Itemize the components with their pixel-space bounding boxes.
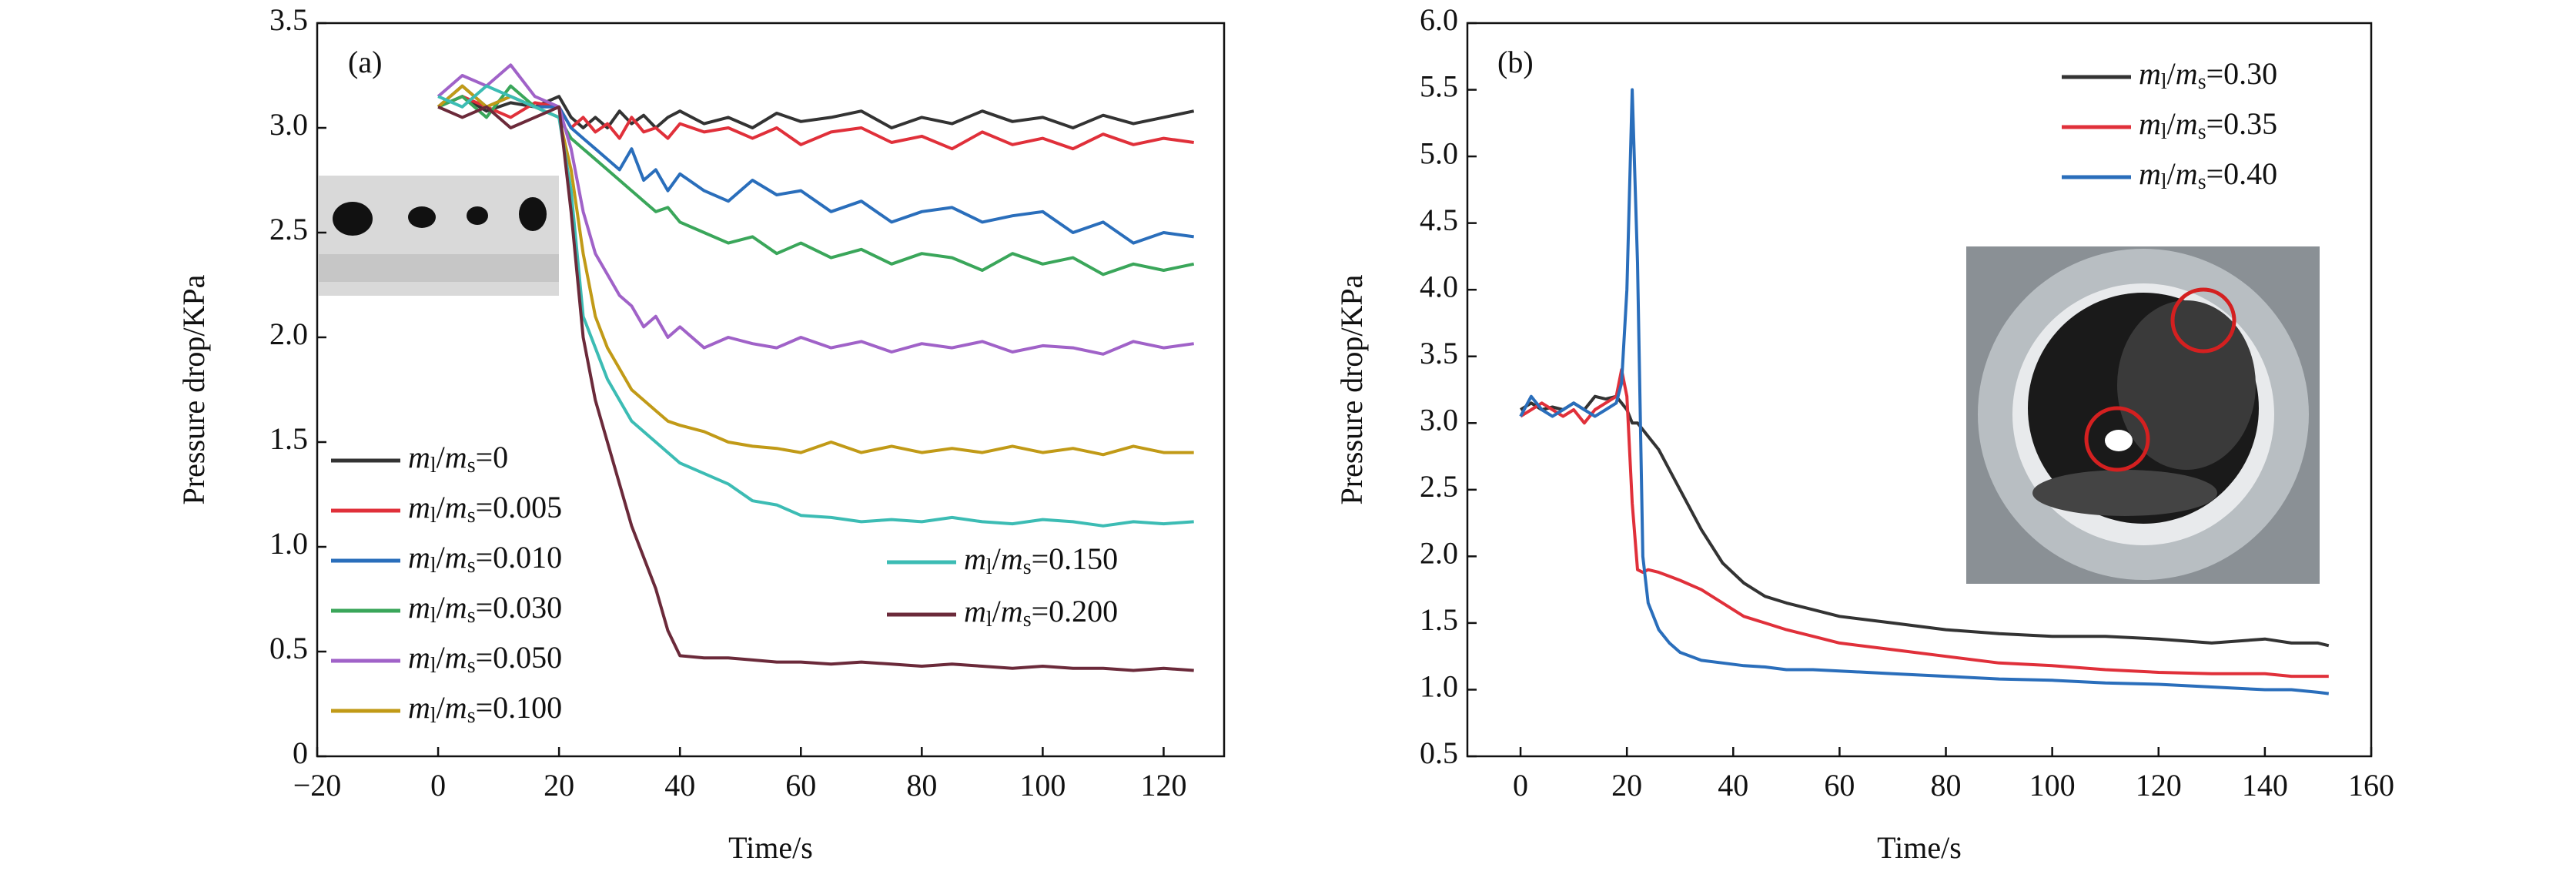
y-tick-label: 5.0 [1420,136,1458,170]
data-line [437,105,1194,672]
y-tick-label: 1.0 [269,526,308,561]
data-line [437,95,1195,129]
y-tick-label: 0.5 [1420,736,1458,770]
panel-label: (b) [1497,45,1534,79]
y-tick-label: 2.5 [269,212,308,246]
x-tick-label: 120 [2136,768,2182,803]
plot-frame [1466,22,2373,758]
y-tick-label: 2.5 [1420,469,1458,504]
panel-label: (a) [348,45,382,79]
y-tick-label: 2.0 [1420,536,1458,571]
x-tick-label: 100 [1019,768,1066,803]
x-tick-label: 140 [2242,768,2288,803]
legend-label: ml/ms=0.005 [408,490,562,528]
plot-frame [316,22,1226,758]
x-tick-label: 20 [544,768,574,803]
y-tick-label: 0 [293,736,308,770]
x-tick-label: 80 [906,768,937,803]
y-tick-label: 1.5 [1420,602,1458,637]
x-tick-label: 40 [664,768,695,803]
y-tick-label: 3.5 [1420,336,1458,370]
x-tick-label: 60 [785,768,816,803]
x-axis-label: Time/s [1877,830,1962,865]
x-tick-label: 160 [2348,768,2394,803]
inset-photo-b [1966,246,2320,584]
y-axis-label: Pressure drop/KPa [1334,274,1369,504]
legend-label: ml/ms=0.010 [408,540,562,578]
y-tick-label: 3.0 [269,107,308,142]
legend-label: ml/ms=0.35 [2139,106,2277,144]
data-line [437,84,1194,457]
y-tick-label: 1.0 [1420,669,1458,704]
y-tick-label: 6.0 [1420,2,1458,37]
y-tick-label: 3.0 [1420,402,1458,437]
x-tick-label: 0 [430,768,446,803]
y-tick-label: 3.5 [269,2,308,37]
y-tick-label: 1.5 [269,421,308,456]
x-tick-label: 60 [1824,768,1855,803]
data-line [1519,88,2330,695]
x-tick-label: 20 [1611,768,1642,803]
y-axis-label: Pressure drop/KPa [176,274,211,504]
legend-label: ml/ms=0.30 [2139,56,2277,94]
data-line [1520,368,2329,679]
x-tick-label: 120 [1140,768,1186,803]
legend-label: ml/ms=0.40 [2139,156,2277,194]
x-tick-label: 40 [1718,768,1748,803]
y-tick-label: 0.5 [269,631,308,665]
x-tick-label: 100 [2029,768,2076,803]
data-line [437,63,1194,356]
y-tick-label: 4.0 [1420,269,1458,303]
x-axis-label: Time/s [728,830,813,865]
y-tick-label: 2.0 [269,317,308,351]
legend-label: ml/ms=0 [408,440,508,478]
data-line [437,84,1194,245]
y-tick-label: 5.5 [1420,69,1458,104]
inset-photo-a [319,176,559,296]
x-tick-label: 0 [1513,768,1528,803]
legend-label: ml/ms=0.100 [408,690,562,728]
x-tick-label: 80 [1931,768,1962,803]
x-tick-label: −20 [293,768,342,803]
y-tick-label: 4.5 [1420,203,1458,237]
